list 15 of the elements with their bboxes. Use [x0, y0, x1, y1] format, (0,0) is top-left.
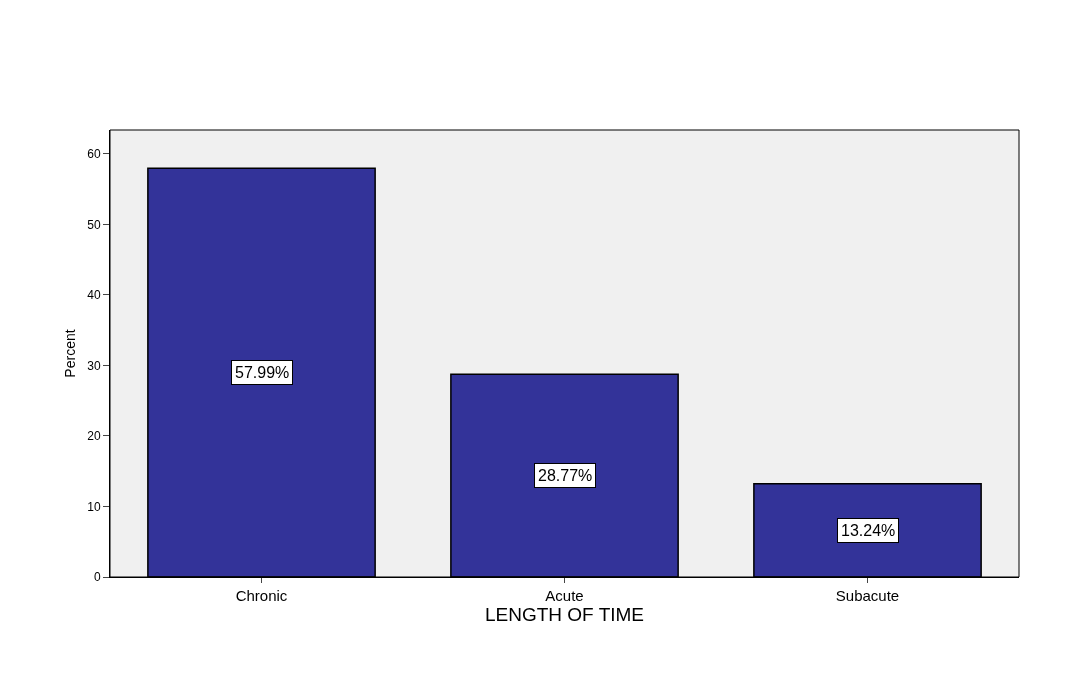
- data-label: 13.24%: [841, 522, 896, 539]
- data-label: 57.99%: [235, 364, 290, 381]
- data-label: 28.77%: [538, 467, 593, 484]
- x-axis-title: LENGTH OF TIME: [484, 604, 645, 625]
- y-tick-label: 40: [87, 288, 101, 303]
- x-tick-label: Acute: [545, 587, 584, 604]
- y-axis-title: Percent: [61, 329, 78, 378]
- y-tick-label: 30: [87, 358, 101, 373]
- y-tick-label: 50: [87, 217, 101, 232]
- y-tick-label: 0: [93, 570, 101, 585]
- y-tick-label: 20: [87, 429, 101, 444]
- x-tick-label: Subacute: [835, 587, 900, 604]
- y-tick-label: 60: [87, 147, 101, 162]
- x-tick-label: Chronic: [235, 587, 288, 604]
- y-tick-label: 10: [87, 499, 101, 514]
